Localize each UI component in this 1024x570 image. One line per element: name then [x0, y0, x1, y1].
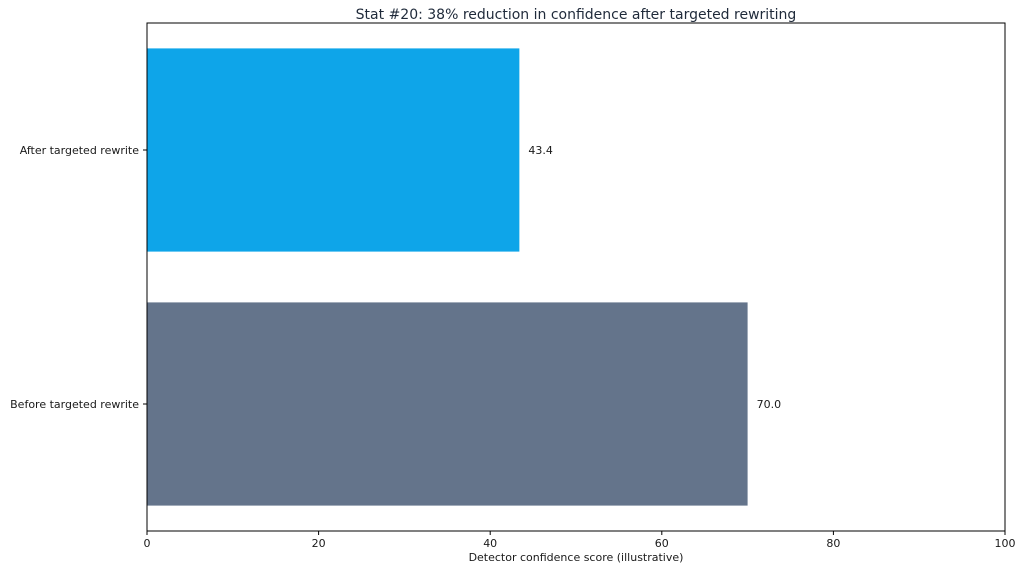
y-ticks: Before targeted rewrite After targeted re…	[10, 144, 147, 411]
plot-frame	[146, 22, 1006, 532]
y-tick-label-1: After targeted rewrite	[20, 144, 140, 157]
bar-value-label-1: 43.4	[528, 144, 553, 157]
y-tick-label-0: Before targeted rewrite	[10, 398, 139, 411]
x-tick-label-2: 40	[483, 537, 497, 550]
bar-1	[147, 48, 520, 252]
chart-title: Stat #20: 38% reduction in confidence af…	[356, 7, 797, 23]
x-axis-label: Detector confidence score (illustrative)	[469, 551, 684, 564]
bar-0	[147, 302, 748, 506]
x-tick-label-4: 80	[826, 537, 840, 550]
x-ticks: 0 20 40 60 80 100	[144, 531, 1016, 550]
bars-group: 70.0 43.4	[147, 48, 782, 506]
x-tick-label-0: 0	[144, 537, 151, 550]
x-tick-label-1: 20	[312, 537, 326, 550]
bar-value-label-0: 70.0	[757, 398, 782, 411]
x-tick-label-5: 100	[995, 537, 1016, 550]
x-tick-label-3: 60	[655, 537, 669, 550]
